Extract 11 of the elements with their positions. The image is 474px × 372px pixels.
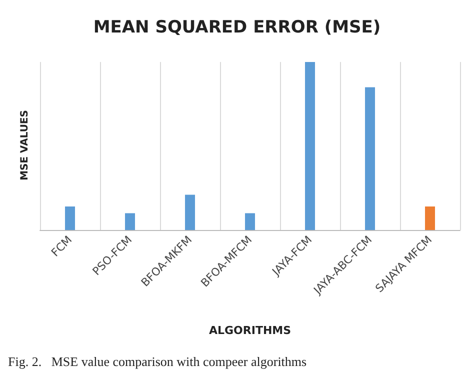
y-axis-title: MSE VALUES	[20, 110, 30, 180]
bar	[245, 213, 255, 230]
bar	[365, 87, 375, 230]
bar	[125, 213, 135, 230]
bar	[425, 206, 435, 230]
chart-title: MEAN SQUARED ERROR (MSE)	[93, 18, 381, 38]
caption: Fig. 2. MSE value comparison with compeer algorithms	[8, 354, 307, 369]
x-axis-title: ALGORITHMS	[208, 324, 292, 337]
bar	[185, 194, 195, 230]
bar	[65, 206, 75, 230]
bar	[305, 62, 315, 230]
